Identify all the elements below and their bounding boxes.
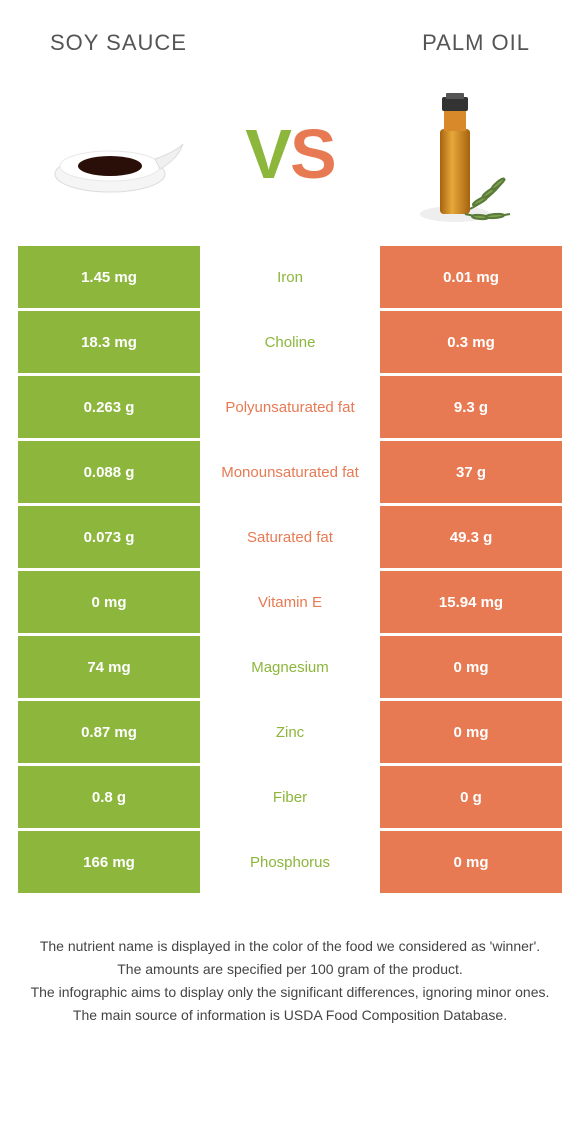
left-value: 0.8 g (18, 766, 200, 828)
table-row: 0.87 mgZinc0 mg (18, 701, 562, 763)
right-value: 0.3 mg (380, 311, 562, 373)
nutrient-label: Iron (200, 246, 380, 308)
right-value: 0 mg (380, 636, 562, 698)
table-row: 0.073 gSaturated fat49.3 g (18, 506, 562, 568)
left-value: 0.263 g (18, 376, 200, 438)
nutrient-label: Polyunsaturated fat (200, 376, 380, 438)
table-row: 0.088 gMonounsaturated fat37 g (18, 441, 562, 503)
footer-line-1: The nutrient name is displayed in the co… (30, 936, 550, 957)
nutrient-table: 1.45 mgIron0.01 mg18.3 mgCholine0.3 mg0.… (0, 246, 580, 893)
right-value: 15.94 mg (380, 571, 562, 633)
left-value: 74 mg (18, 636, 200, 698)
table-row: 0.263 gPolyunsaturated fat9.3 g (18, 376, 562, 438)
right-value: 0 mg (380, 701, 562, 763)
nutrient-label: Saturated fat (200, 506, 380, 568)
nutrient-label: Phosphorus (200, 831, 380, 893)
right-value: 37 g (380, 441, 562, 503)
left-value: 0 mg (18, 571, 200, 633)
table-row: 1.45 mgIron0.01 mg (18, 246, 562, 308)
left-food-title: Soy sauce (50, 30, 187, 56)
right-value: 49.3 g (380, 506, 562, 568)
right-value: 9.3 g (380, 376, 562, 438)
vs-v: V (245, 115, 290, 193)
nutrient-label: Zinc (200, 701, 380, 763)
left-value: 18.3 mg (18, 311, 200, 373)
right-value: 0 mg (380, 831, 562, 893)
footer-line-3: The infographic aims to display only the… (30, 982, 550, 1003)
footer-line-4: The main source of information is USDA F… (30, 1005, 550, 1026)
right-food-title: Palm oil (422, 30, 530, 56)
table-row: 74 mgMagnesium0 mg (18, 636, 562, 698)
table-row: 0 mgVitamin E15.94 mg (18, 571, 562, 633)
soy-sauce-image (40, 84, 190, 224)
nutrient-label: Choline (200, 311, 380, 373)
nutrient-label: Vitamin E (200, 571, 380, 633)
left-value: 166 mg (18, 831, 200, 893)
left-value: 1.45 mg (18, 246, 200, 308)
left-value: 0.073 g (18, 506, 200, 568)
table-row: 166 mgPhosphorus0 mg (18, 831, 562, 893)
left-value: 0.87 mg (18, 701, 200, 763)
nutrient-label: Monounsaturated fat (200, 441, 380, 503)
nutrient-label: Fiber (200, 766, 380, 828)
images-row: VS (0, 66, 580, 246)
right-value: 0.01 mg (380, 246, 562, 308)
footer-line-2: The amounts are specified per 100 gram o… (30, 959, 550, 980)
left-value: 0.088 g (18, 441, 200, 503)
table-row: 0.8 gFiber0 g (18, 766, 562, 828)
right-value: 0 g (380, 766, 562, 828)
nutrient-label: Magnesium (200, 636, 380, 698)
footer-notes: The nutrient name is displayed in the co… (0, 896, 580, 1026)
vs-label: VS (245, 114, 334, 194)
vs-s: S (290, 115, 335, 193)
header: Soy sauce Palm oil (0, 0, 580, 66)
table-row: 18.3 mgCholine0.3 mg (18, 311, 562, 373)
palm-oil-image (390, 84, 540, 224)
